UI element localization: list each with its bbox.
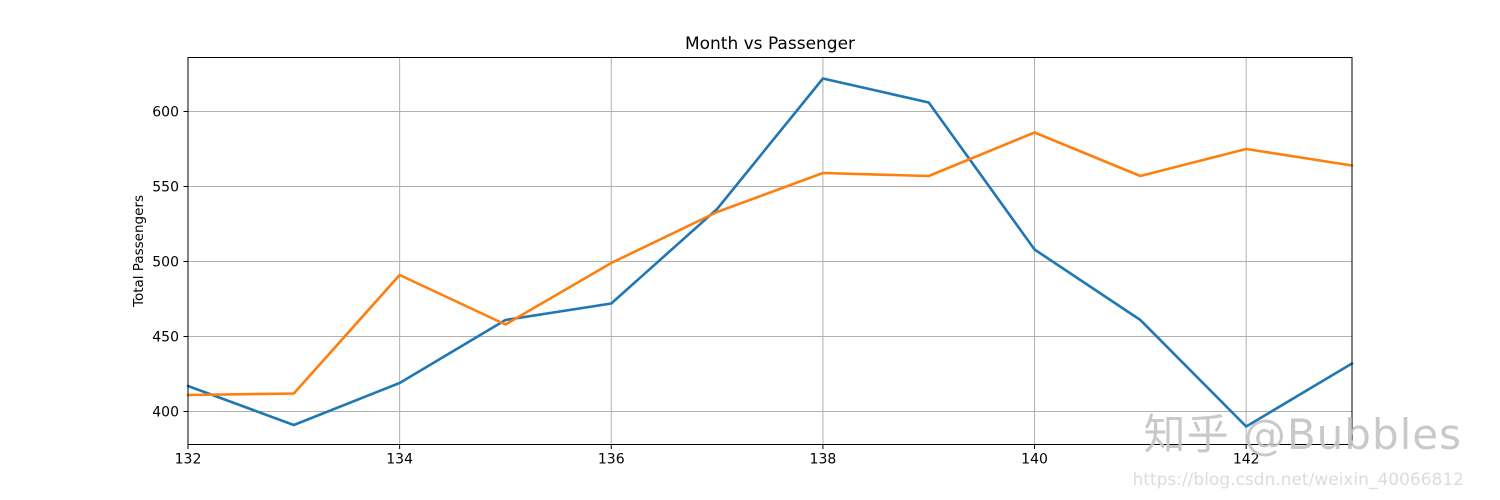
x-tick-label-134: 134 xyxy=(386,452,413,468)
x-tick-label-136: 136 xyxy=(598,452,625,468)
y-tick-label-450: 450 xyxy=(152,330,179,346)
chart-line-orange-series xyxy=(186,131,1354,397)
chart-line-blue-series xyxy=(186,77,1354,428)
chart-title: Month vs Passenger xyxy=(684,34,856,54)
axes-spines xyxy=(187,57,1353,445)
y-tick-label-500: 500 xyxy=(152,255,179,271)
x-tick-label-142: 142 xyxy=(1233,452,1260,468)
x-tick-label-140: 140 xyxy=(1021,452,1048,468)
watermark-zhihu-bubbles: 知乎 @Bubbles xyxy=(1143,410,1462,459)
y-tick-label-400: 400 xyxy=(152,405,179,421)
watermark-blog-url: https://blog.csdn.net/weixin_40066812 xyxy=(1132,470,1464,490)
y-tick-label-550: 550 xyxy=(152,180,179,196)
y-tick-label-600: 600 xyxy=(152,105,179,121)
x-tick-label-132: 132 xyxy=(175,452,202,468)
x-tick-label-138: 138 xyxy=(810,452,837,468)
